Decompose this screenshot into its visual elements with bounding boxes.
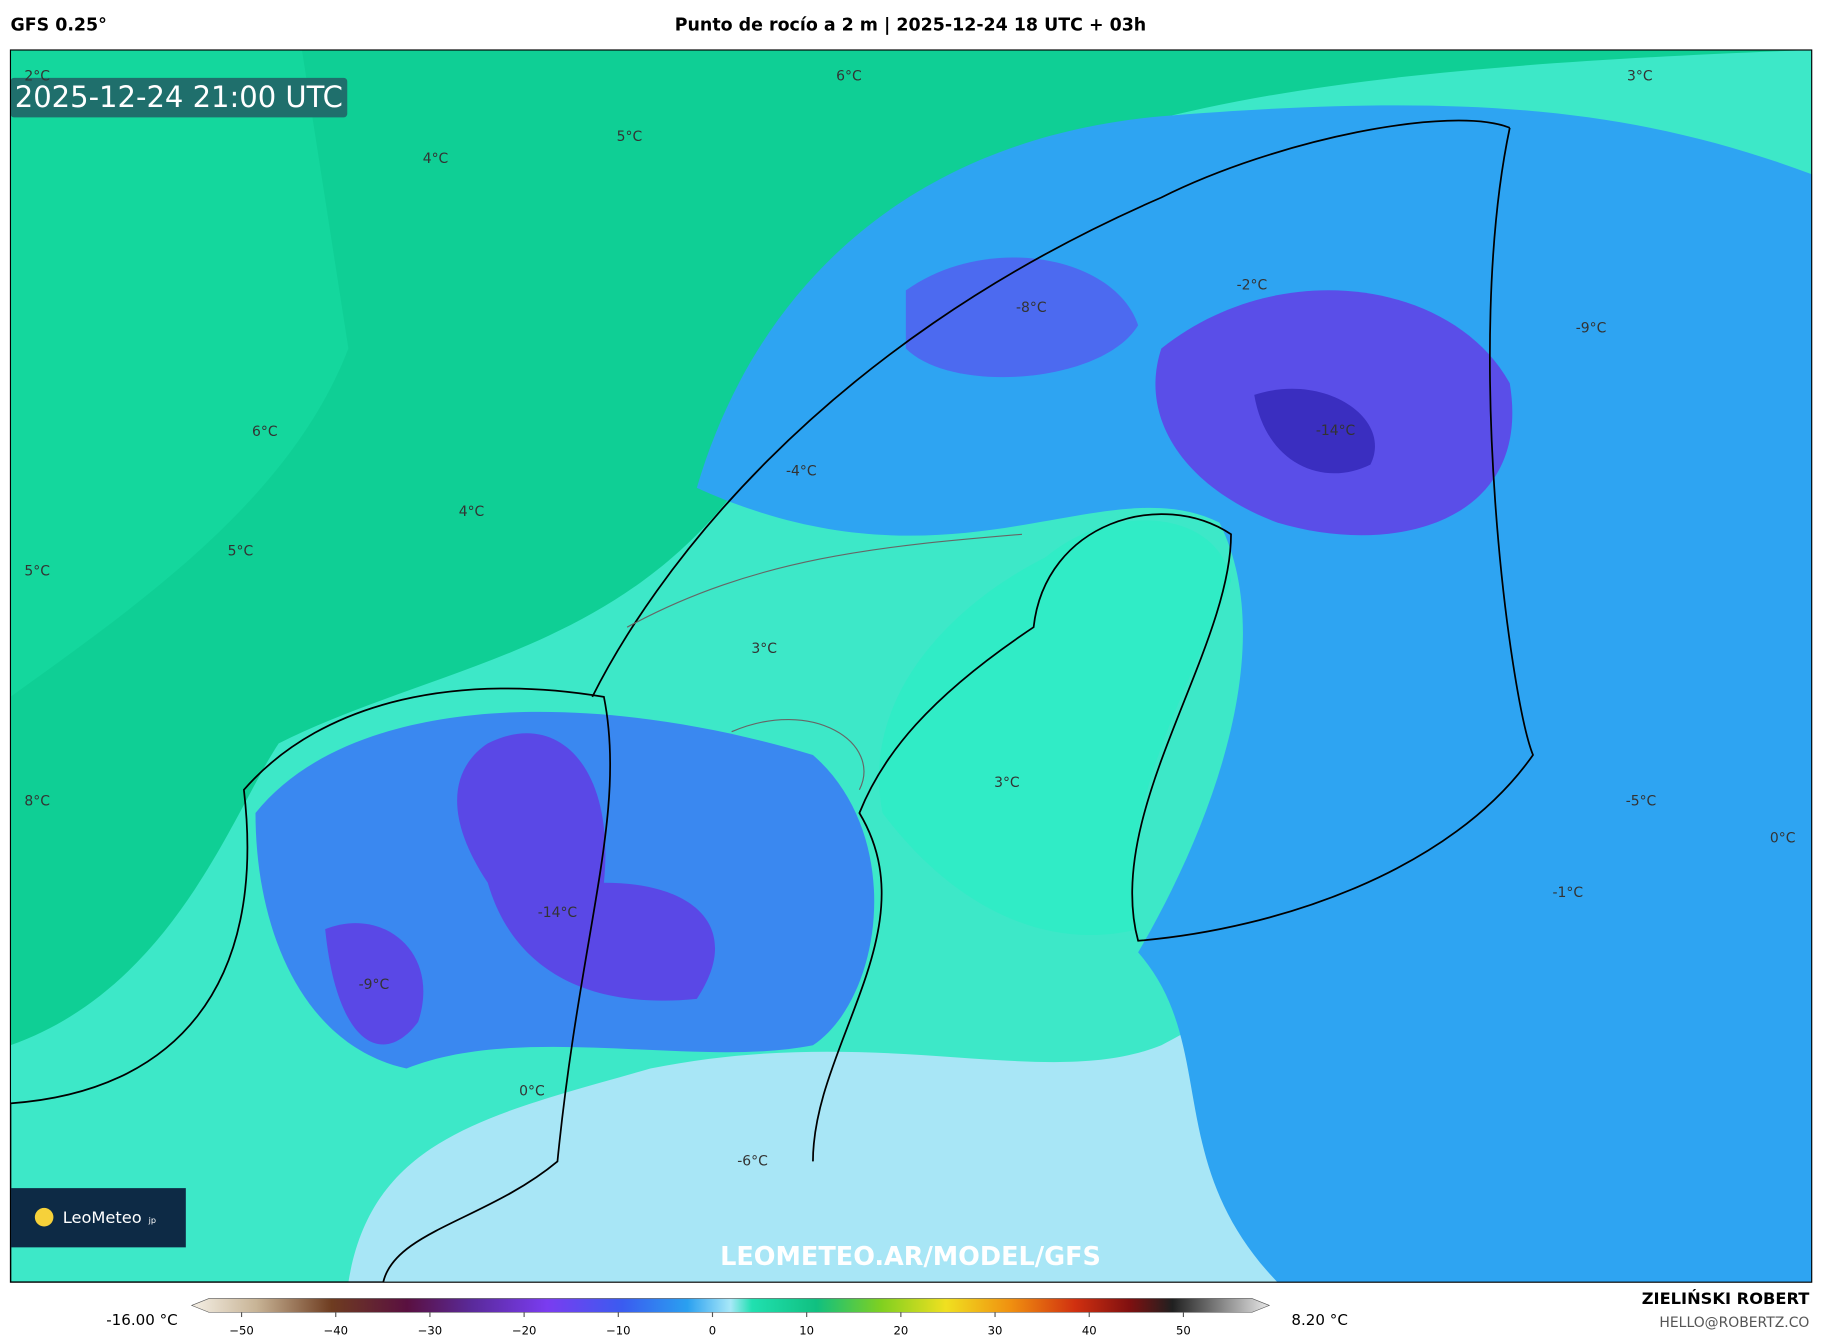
contour-label: -9°C <box>359 977 390 993</box>
contour-label: 0°C <box>519 1084 545 1100</box>
contour-label: 6°C <box>252 424 278 440</box>
contour-label: -9°C <box>1576 321 1607 337</box>
colorbar-tick-label: −10 <box>606 1323 631 1337</box>
contour-label: -14°C <box>538 905 577 921</box>
colorbar-tick-label: 40 <box>1082 1323 1097 1337</box>
field <box>879 520 1232 936</box>
contour-label: -6°C <box>737 1153 768 1169</box>
colorbar-tick-label: −20 <box>512 1323 537 1337</box>
colorbar-tick-label: −40 <box>323 1323 348 1337</box>
contour-label: 3°C <box>751 641 777 657</box>
logo: LeoMeteo <box>63 1208 142 1227</box>
colorbar-tick-label: 30 <box>988 1323 1003 1337</box>
field <box>696 105 1812 1283</box>
contour-label: 4°C <box>423 151 449 167</box>
field <box>1254 388 1375 474</box>
model: GFS 0.25° <box>10 16 106 36</box>
contour-label: -8°C <box>1016 300 1047 316</box>
contact: HELLO@ROBERTZ.CO <box>1659 1315 1809 1331</box>
coastline <box>591 119 1534 1162</box>
map-frame <box>9 49 1813 1283</box>
colorbar-tick-label: 50 <box>1176 1323 1191 1337</box>
contour-label: -14°C <box>1316 423 1355 439</box>
author: ZIELIŃSKI ROBERT <box>1642 1289 1810 1308</box>
contour-label: 6°C <box>836 69 862 85</box>
contour-label: 0°C <box>1770 831 1796 847</box>
colorbar-tick-label: −30 <box>418 1323 443 1337</box>
contour-label: -5°C <box>1626 793 1657 809</box>
logo-suffix: jp <box>148 1215 156 1225</box>
contour-label: 2°C <box>24 69 50 85</box>
border <box>626 533 1023 791</box>
colorbar-tick-label: 10 <box>799 1323 814 1337</box>
contour-label: -1°C <box>1553 885 1584 901</box>
url: LEOMETEO.AR/MODEL/GFS <box>720 1242 1101 1272</box>
valid-time: 2025-12-24 21:00 UTC <box>15 80 343 114</box>
contour-label: 5°C <box>617 129 643 145</box>
field <box>905 257 1139 378</box>
colorbar-tick-label: 20 <box>893 1323 908 1337</box>
colorbar-max: 8.20 °C <box>1291 1311 1347 1329</box>
coastline <box>10 687 612 1283</box>
logo-sun <box>34 1207 54 1227</box>
contour-label: -4°C <box>786 464 817 480</box>
contour-label: 8°C <box>24 793 50 809</box>
contour-label: 4°C <box>459 504 485 520</box>
title: Punto de rocío a 2 m | 2025-12-24 18 UTC… <box>675 16 1146 36</box>
contour-label: 5°C <box>24 563 50 579</box>
field <box>457 733 716 1001</box>
contour-label: 3°C <box>994 775 1020 791</box>
colorbar <box>190 1298 1271 1313</box>
contour-label: -2°C <box>1237 278 1268 294</box>
map: 2025-12-24 21:00 UTC LeoMeteo jp LEOMETE… <box>10 49 1812 1283</box>
field <box>10 49 349 697</box>
colorbar-tick-label: −50 <box>229 1323 254 1337</box>
contour-label: 3°C <box>1627 69 1653 85</box>
field <box>325 923 424 1045</box>
colorbar-tick-label: 0 <box>709 1323 716 1337</box>
time-box <box>10 77 348 118</box>
contour-label: 5°C <box>228 544 254 560</box>
colorbar-min: -16.00 °C <box>106 1311 177 1329</box>
